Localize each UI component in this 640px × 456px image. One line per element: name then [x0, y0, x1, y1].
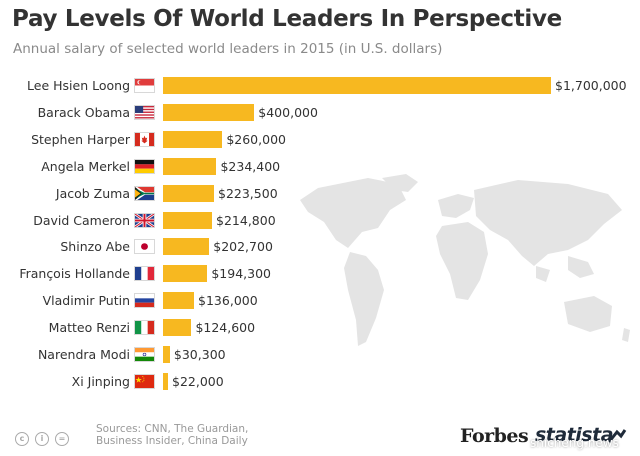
bar: [163, 157, 217, 175]
flag-india-icon: [134, 347, 155, 362]
bar: [163, 238, 210, 256]
category-label: Narendra Modi: [37, 347, 130, 362]
bar-chart: Lee Hsien Loong $1,700,000 Barack Obama $40…: [0, 74, 640, 404]
statista-logo: statista: [535, 424, 614, 446]
bar-row: Matteo Renzi $124,600: [0, 316, 640, 340]
value-label: $136,000: [198, 293, 258, 309]
bar: [163, 292, 195, 310]
bar-row: Narendra Modi $30,300: [0, 343, 640, 367]
flag-russia-icon: [134, 293, 155, 309]
flag-japan-icon: [134, 239, 155, 255]
bar-row: Lee Hsien Loong $1,700,000: [0, 74, 640, 98]
category-label: David Cameron: [33, 212, 130, 228]
value-label: $1,700,000: [555, 78, 627, 93]
bar: [163, 130, 223, 148]
bar: [163, 103, 255, 121]
value-label: $124,600: [195, 320, 256, 336]
category-label: Vladimir Putin: [42, 293, 130, 309]
category-label: Xi Jinping: [71, 373, 130, 389]
value-label: $22,000: [172, 373, 224, 389]
bar-row: Xi Jinping $22,000: [0, 370, 640, 394]
bar-row: Angela Merkel $234,400: [0, 155, 640, 179]
flag-singapore-icon: [134, 78, 155, 93]
value-label: $260,000: [226, 131, 286, 147]
chart-title: Pay Levels Of World Leaders In Perspecti…: [12, 6, 562, 32]
value-label: $194,300: [211, 266, 271, 282]
bar: [163, 346, 170, 363]
category-label: Barack Obama: [37, 104, 130, 120]
flag-south-africa-icon: [134, 185, 155, 201]
category-label: Shinzo Abe: [60, 239, 130, 255]
flag-uk-icon: [134, 212, 155, 228]
category-label: Angela Merkel: [41, 158, 130, 174]
sources-line-2: Business Insider, China Daily: [96, 435, 248, 447]
cc-icon[interactable]: c: [15, 432, 29, 446]
bar-row: Barack Obama $400,000: [0, 101, 640, 125]
statista-mark-icon: [607, 429, 627, 443]
category-label: Lee Hsien Loong: [27, 78, 130, 93]
flag-germany-icon: [134, 158, 155, 174]
flag-france-icon: [134, 266, 155, 282]
value-label: $223,500: [218, 185, 278, 201]
value-label: $202,700: [213, 239, 273, 255]
flag-china-icon: [134, 373, 155, 389]
bar-row: David Cameron $214,800: [0, 209, 640, 233]
bar-row: Jacob Zuma $223,500: [0, 182, 640, 206]
world-map-background: [300, 174, 630, 346]
bar-row: François Hollande $194,300: [0, 262, 640, 286]
value-label: $400,000: [258, 104, 318, 120]
bar: [163, 319, 192, 337]
value-label: $30,300: [173, 347, 226, 362]
bar: [163, 77, 551, 94]
flag-usa-icon: [134, 104, 155, 120]
category-label: François Hollande: [19, 266, 130, 282]
bar-row: Shinzo Abe $202,700: [0, 235, 640, 259]
bar: [163, 184, 214, 202]
value-label: $214,800: [216, 212, 276, 228]
flag-canada-icon: [134, 131, 155, 147]
chart-subtitle: Annual salary of selected world leaders …: [13, 41, 443, 57]
sources: Sources: CNN, The Guardian, Business Ins…: [96, 423, 248, 447]
category-label: Jacob Zuma: [55, 185, 130, 201]
category-label: Matteo Renzi: [48, 320, 130, 336]
category-label: Stephen Harper: [31, 131, 130, 147]
bar-row: Vladimir Putin $136,000: [0, 289, 640, 313]
nd-icon[interactable]: =: [55, 432, 69, 446]
forbes-logo: Forbes: [460, 425, 529, 447]
watermark: shicheng.news: [530, 436, 619, 450]
license-icons: c i =: [15, 426, 75, 446]
value-label: $234,400: [220, 158, 281, 174]
flag-italy-icon: [134, 320, 155, 336]
by-icon[interactable]: i: [35, 432, 49, 446]
bar: [163, 372, 169, 390]
bar: [163, 211, 213, 229]
bar: [163, 265, 208, 283]
sources-line-1: Sources: CNN, The Guardian,: [96, 423, 249, 435]
bar-row: Stephen Harper $260,000: [0, 128, 640, 152]
